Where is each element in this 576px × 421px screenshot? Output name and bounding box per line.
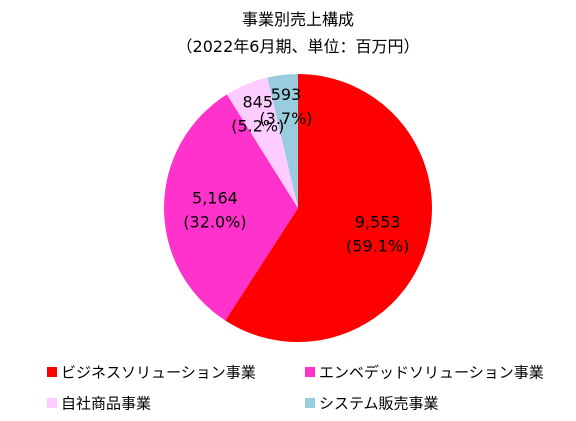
legend-label-own-products: 自社商品事業 xyxy=(61,395,151,413)
legend-swatch-system-sales xyxy=(305,398,315,408)
pie-slice-own-products xyxy=(226,77,298,209)
chart-subtitle: （2022年6月期、単位：百万円） xyxy=(177,37,420,56)
legend-swatch-own-products xyxy=(47,398,57,408)
legend-swatch-business-solution xyxy=(47,367,57,377)
legend-label-embedded-solution: エンベデッドソリューション事業 xyxy=(319,364,544,382)
legend-swatch-embedded-solution xyxy=(305,367,315,377)
slice-value-label-business-solution: 9,553 xyxy=(355,213,401,232)
slice-value-label-embedded-solution: 5,164 xyxy=(192,188,238,207)
pie-slice-system-sales xyxy=(267,74,298,208)
legend-label-system-sales: システム販売事業 xyxy=(319,395,439,413)
legend-label-business-solution: ビジネスソリューション事業 xyxy=(61,364,256,382)
pie-slice-embedded-solution xyxy=(164,94,298,321)
slice-percent-label-system-sales: (3.7%) xyxy=(259,109,312,128)
pie-slices xyxy=(164,74,433,343)
slice-percent-label-business-solution: (59.1%) xyxy=(346,237,409,256)
pie-slice-business-solution xyxy=(225,74,433,343)
slice-value-label-system-sales: 593 xyxy=(271,85,302,104)
chart-title: 事業別売上構成 xyxy=(242,10,354,29)
slice-value-label-own-products: 845 xyxy=(243,93,274,112)
slice-percent-label-embedded-solution: (32.0%) xyxy=(183,212,246,231)
slice-percent-label-own-products: (5.2%) xyxy=(231,117,284,136)
slice-labels: 9,553 (59.1%) 5,164 (32.0%) 845 (5.2%) 593 (3.7… xyxy=(183,85,409,255)
